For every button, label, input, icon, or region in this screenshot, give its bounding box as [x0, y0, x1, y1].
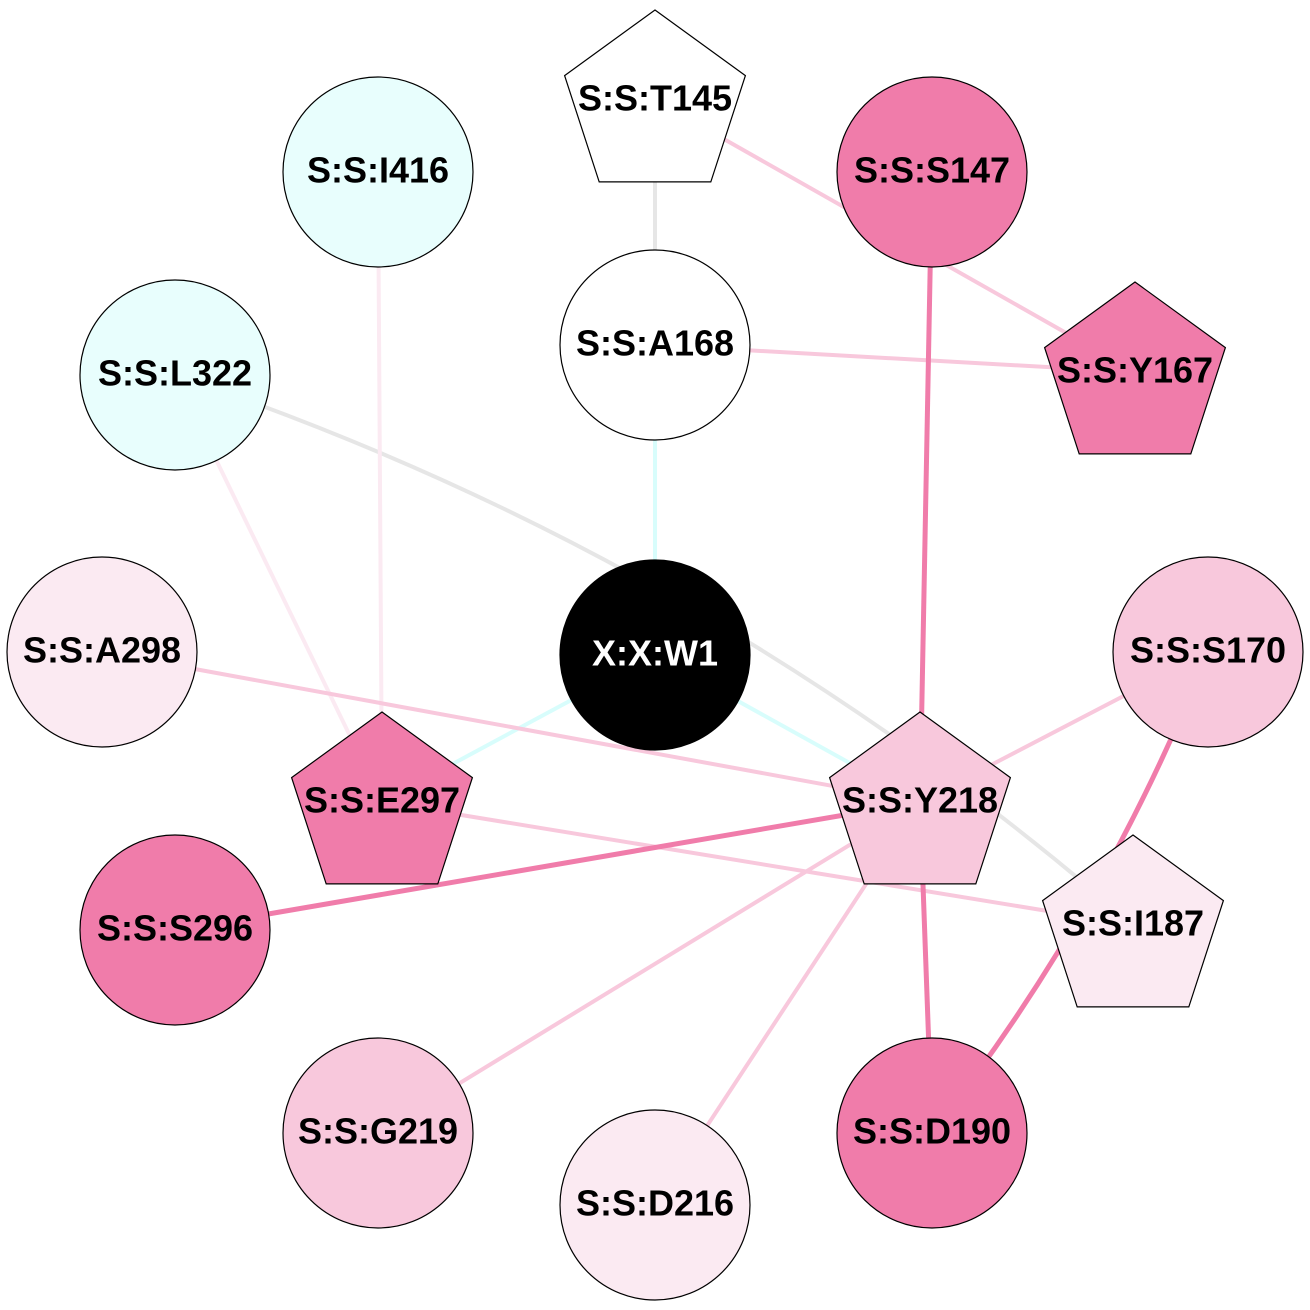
- node-S147[interactable]: S:S:S147: [836, 76, 1028, 268]
- node-L322[interactable]: S:S:L322: [79, 279, 271, 471]
- circle-shape: [559, 1109, 751, 1301]
- node-label: S:S:S296: [97, 908, 253, 949]
- nodes-layer: S:S:T145 S:S:I416 S:S:S147 S:S:L322 S:S:A168…: [6, 9, 1304, 1301]
- node-label: S:S:I187: [1062, 903, 1204, 944]
- node-label: S:S:Y218: [842, 780, 998, 821]
- node-label: S:S:A298: [23, 630, 181, 671]
- node-A298[interactable]: S:S:A298: [6, 556, 198, 748]
- node-D190[interactable]: S:S:D190: [836, 1037, 1028, 1229]
- edge-A298-Y218: [101, 650, 921, 804]
- node-W1[interactable]: X:X:W1: [559, 559, 751, 751]
- node-label: S:S:Y167: [1057, 350, 1213, 391]
- node-G219[interactable]: S:S:G219: [282, 1037, 474, 1229]
- edge-E297-I187: [381, 800, 1134, 927]
- node-I187[interactable]: S:S:I187: [1041, 834, 1225, 1008]
- circle-shape: [559, 249, 751, 441]
- node-T145[interactable]: S:S:T145: [563, 9, 747, 183]
- node-label: S:S:S147: [854, 150, 1010, 191]
- edge-S296-Y218: [174, 799, 921, 933]
- pentagon-shape: [290, 711, 474, 885]
- edge-I416-E297: [376, 171, 384, 803]
- node-label: S:S:T145: [578, 78, 732, 119]
- node-I416[interactable]: S:S:I416: [282, 76, 474, 268]
- pentagon-shape: [563, 9, 747, 183]
- node-S296[interactable]: S:S:S296: [79, 834, 271, 1026]
- circle-shape: [836, 1037, 1028, 1229]
- node-Y218[interactable]: S:S:Y218: [828, 711, 1012, 885]
- circle-shape: [282, 1037, 474, 1229]
- node-label: S:S:A168: [576, 323, 734, 364]
- node-label: S:S:I416: [307, 150, 449, 191]
- pentagon-shape: [1041, 834, 1225, 1008]
- circle-shape: [282, 76, 474, 268]
- circle-shape: [6, 556, 198, 748]
- node-label: S:S:L322: [98, 353, 252, 394]
- node-Y167[interactable]: S:S:Y167: [1043, 281, 1227, 455]
- edge-S147-Y218: [917, 171, 935, 803]
- circle-shape: [79, 279, 271, 471]
- circle-shape: [559, 559, 751, 751]
- node-label: S:S:E297: [304, 780, 460, 821]
- pentagon-shape: [828, 711, 1012, 885]
- node-label: S:S:S170: [1130, 630, 1286, 671]
- node-label: S:S:G219: [298, 1111, 458, 1152]
- node-S170[interactable]: S:S:S170: [1112, 556, 1304, 748]
- pentagon-shape: [1043, 281, 1227, 455]
- node-label: S:S:D216: [576, 1183, 734, 1224]
- node-E297[interactable]: S:S:E297: [290, 711, 474, 885]
- node-label: S:S:D190: [853, 1111, 1011, 1152]
- node-D216[interactable]: S:S:D216: [559, 1109, 751, 1301]
- circle-shape: [79, 834, 271, 1026]
- edge-Y218-G219: [376, 800, 922, 1135]
- node-label: X:X:W1: [592, 633, 718, 674]
- node-A168[interactable]: S:S:A168: [559, 249, 751, 441]
- circle-shape: [836, 76, 1028, 268]
- circle-shape: [1112, 556, 1304, 748]
